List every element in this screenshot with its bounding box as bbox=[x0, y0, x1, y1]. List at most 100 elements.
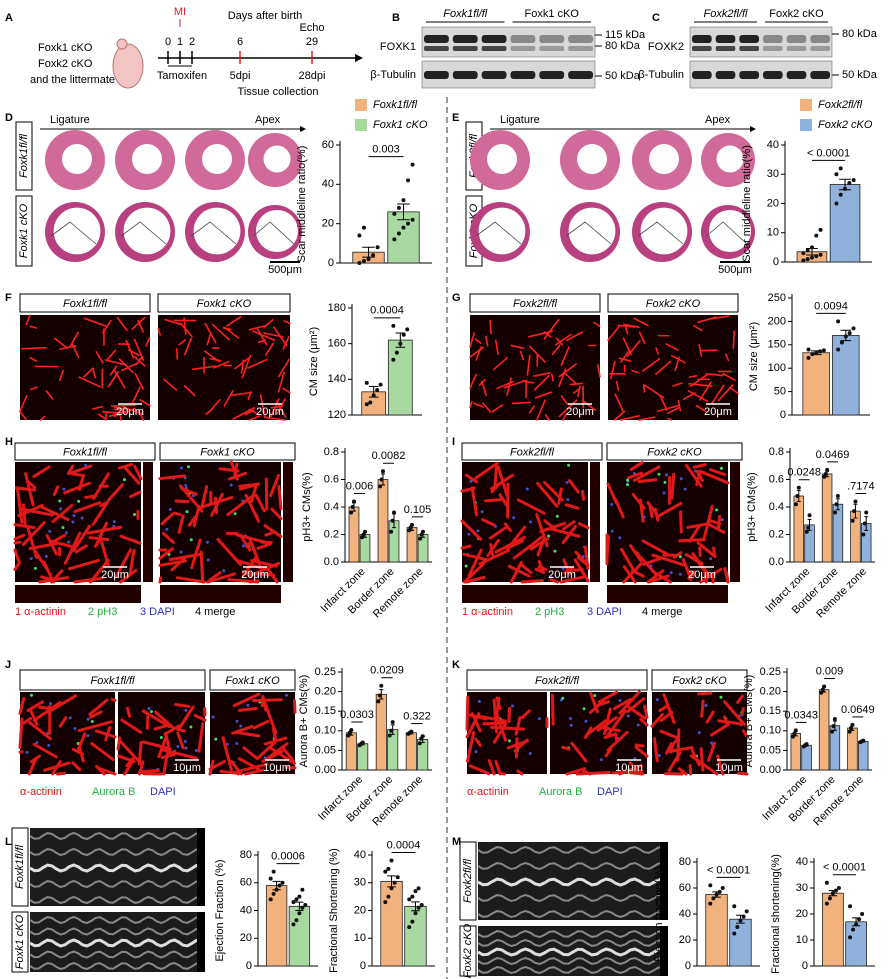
y-tick-label: 0 bbox=[246, 960, 252, 972]
y-tick-label: 0 bbox=[685, 960, 691, 972]
panel-letter: J bbox=[5, 659, 11, 671]
fiber bbox=[659, 394, 668, 411]
fiber bbox=[254, 493, 266, 513]
band bbox=[510, 35, 536, 43]
fiber bbox=[226, 493, 256, 517]
fiber bbox=[263, 736, 288, 746]
scar bbox=[120, 221, 167, 245]
fiber bbox=[67, 464, 75, 475]
fiber bbox=[495, 696, 502, 710]
fiber bbox=[230, 391, 253, 397]
echo-band bbox=[477, 938, 669, 948]
fiber bbox=[175, 348, 179, 360]
echo-band bbox=[29, 831, 206, 841]
fiber bbox=[226, 315, 242, 327]
fiber bbox=[563, 371, 577, 384]
nucleus bbox=[165, 527, 169, 531]
y-tick-label: 40 bbox=[322, 178, 334, 190]
scar bbox=[50, 221, 97, 245]
fiber bbox=[263, 702, 278, 735]
data-point bbox=[363, 529, 368, 534]
x-tick-label: Remote zone bbox=[811, 774, 866, 829]
bar bbox=[850, 510, 861, 563]
nucleus bbox=[657, 472, 661, 476]
fiber bbox=[21, 717, 33, 725]
fiber bbox=[605, 535, 611, 562]
fiber bbox=[460, 544, 472, 550]
fiber bbox=[88, 558, 110, 584]
y-tick-label: 10 bbox=[354, 932, 366, 944]
nucleus bbox=[59, 507, 63, 511]
p-value: 0.006 bbox=[346, 480, 374, 492]
y-tick-label: 20 bbox=[796, 908, 808, 920]
data-point bbox=[386, 894, 391, 899]
error-bar bbox=[397, 203, 410, 221]
fiber bbox=[177, 514, 185, 534]
micrograph-texture bbox=[25, 693, 102, 754]
fiber bbox=[565, 767, 587, 776]
stain-label: 3 DAPI bbox=[140, 606, 175, 618]
y-tick-label: 0 bbox=[773, 256, 779, 268]
legend-swatch bbox=[800, 99, 812, 111]
fiber bbox=[639, 717, 649, 727]
fiber bbox=[698, 469, 730, 485]
fiber bbox=[164, 318, 183, 326]
data-point bbox=[838, 166, 843, 171]
image-label: Foxk1fl/fl bbox=[63, 446, 108, 458]
fiber bbox=[709, 468, 727, 477]
y-axis-label: Ejection Fraction (%) bbox=[214, 859, 226, 961]
nucleus bbox=[549, 575, 553, 579]
scar bbox=[475, 221, 522, 245]
data-point bbox=[297, 894, 302, 899]
data-point bbox=[806, 355, 811, 360]
y-axis-label: pH3+ CMs(%) bbox=[746, 472, 758, 541]
orthogonal-view bbox=[15, 585, 141, 603]
y-tick-label: 20 bbox=[240, 932, 252, 944]
y-tick-label: 0.8 bbox=[324, 446, 339, 458]
fiber bbox=[206, 333, 211, 346]
nucleus bbox=[553, 549, 557, 553]
y-tick-label: 0.15 bbox=[760, 705, 781, 717]
data-point bbox=[847, 331, 852, 336]
genotype-text: Foxk2 cKO bbox=[38, 58, 93, 70]
data-point bbox=[386, 866, 391, 871]
timeline-title: Days after birth bbox=[228, 10, 303, 22]
echo-band bbox=[477, 861, 669, 871]
row-label: Foxk1 cKO bbox=[14, 914, 26, 969]
band bbox=[452, 46, 478, 51]
fiber bbox=[27, 481, 37, 490]
fiber bbox=[117, 754, 136, 764]
band bbox=[786, 71, 807, 79]
bar bbox=[404, 905, 427, 967]
fiber bbox=[573, 558, 590, 583]
row-label-box bbox=[459, 925, 477, 977]
data-point bbox=[717, 889, 722, 894]
blot bbox=[689, 60, 833, 89]
fiber bbox=[558, 399, 578, 418]
data-point bbox=[383, 900, 388, 905]
fiber bbox=[18, 717, 24, 749]
fiber bbox=[670, 472, 676, 500]
fiber bbox=[277, 484, 283, 511]
band bbox=[424, 35, 449, 43]
fiber bbox=[157, 328, 161, 336]
label-box bbox=[461, 442, 603, 461]
fiber bbox=[723, 700, 747, 727]
y-axis-label: Scar middleline ratio(%) bbox=[296, 146, 308, 263]
heart-lumen bbox=[708, 209, 752, 253]
micrograph bbox=[467, 692, 547, 774]
fiber bbox=[32, 465, 51, 479]
p-value: 0.0649 bbox=[841, 704, 875, 716]
bar bbox=[845, 921, 867, 967]
data-point bbox=[271, 891, 276, 896]
nucleus bbox=[222, 569, 226, 573]
echo-band bbox=[29, 879, 206, 889]
data-point bbox=[392, 880, 397, 885]
fiber bbox=[128, 349, 140, 356]
fiber bbox=[464, 473, 479, 484]
fiber bbox=[119, 413, 122, 421]
orthogonal-view bbox=[143, 462, 153, 582]
fiber bbox=[55, 771, 66, 776]
fiber bbox=[691, 552, 711, 578]
y-tick-label: 0.05 bbox=[315, 744, 336, 756]
